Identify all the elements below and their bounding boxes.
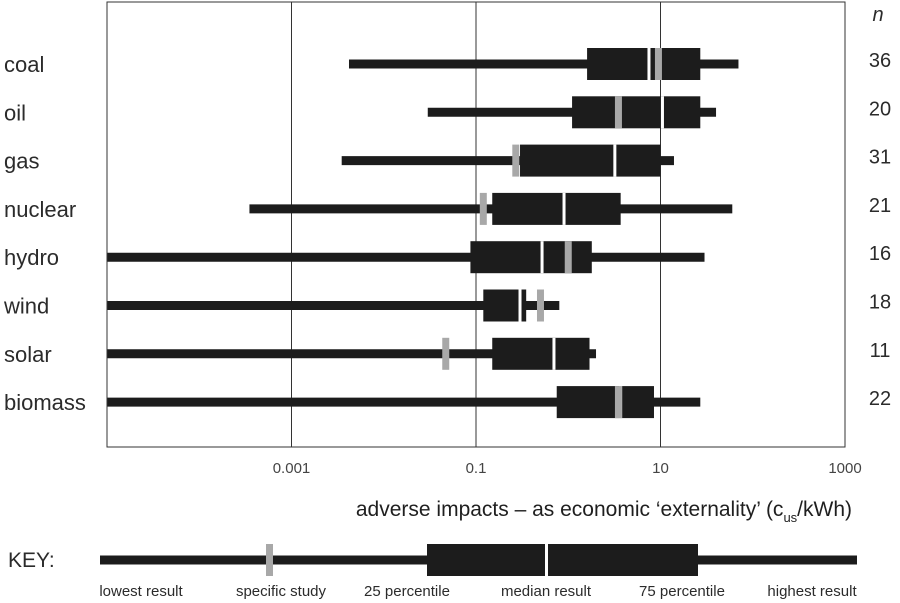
iqr-box xyxy=(492,192,621,225)
study-marker xyxy=(614,386,622,419)
x-axis-title-sub: us xyxy=(783,510,797,525)
median-line xyxy=(647,48,651,80)
box-hydro xyxy=(107,241,705,274)
x-axis-title-main: adverse impacts – as economic ‘externali… xyxy=(356,498,784,521)
iqr-box xyxy=(572,96,701,129)
category-label: hydro xyxy=(4,245,59,270)
key-label: specific study xyxy=(236,583,327,600)
key-box xyxy=(427,544,698,576)
box-biomass xyxy=(107,386,701,419)
iqr-box xyxy=(520,144,661,177)
iqr-box xyxy=(556,386,654,419)
box-wind xyxy=(107,289,560,322)
x-tick-labels: 0.001 0.1 10 1000 xyxy=(273,460,862,477)
plot-frame xyxy=(106,1,846,448)
study-marker xyxy=(614,96,622,129)
n-label: 22 xyxy=(869,388,891,410)
category-label: coal xyxy=(4,52,44,77)
study-marker xyxy=(564,241,572,274)
n-label: 36 xyxy=(869,50,891,72)
key-label: 75 percentile xyxy=(639,583,725,600)
category-label: gas xyxy=(4,149,39,174)
x-axis-title: adverse impacts – as economic ‘externali… xyxy=(356,498,852,525)
median-line xyxy=(518,289,522,322)
median-line xyxy=(660,96,664,129)
category-label: nuclear xyxy=(4,197,76,222)
key-label: median result xyxy=(501,583,592,600)
n-label: 21 xyxy=(869,195,891,217)
key-study-marker xyxy=(266,544,273,576)
box-solar xyxy=(107,337,597,370)
x-axis-title-end: /kWh) xyxy=(797,498,852,521)
median-line xyxy=(562,192,566,225)
category-label: solar xyxy=(4,342,52,367)
median-line xyxy=(540,241,544,274)
study-marker xyxy=(512,144,520,177)
category-labels: coal oil gas nuclear hydro wind solar biomass xyxy=(3,52,86,415)
category-label: biomass xyxy=(4,390,86,415)
n-labels: 36 20 31 21 16 18 11 22 xyxy=(869,50,891,410)
n-label: 18 xyxy=(869,292,891,314)
n-label: 11 xyxy=(870,340,891,362)
median-line xyxy=(613,144,617,177)
key-labels: lowest result specific study 25 percentile… xyxy=(99,583,857,600)
study-marker xyxy=(654,48,662,80)
box-gas xyxy=(341,144,674,177)
box-nuclear xyxy=(249,192,733,225)
category-label: wind xyxy=(3,294,49,319)
key-label: lowest result xyxy=(99,583,183,600)
median-line xyxy=(552,337,556,370)
iqr-box xyxy=(587,48,701,80)
x-tick-label: 10 xyxy=(652,460,669,477)
iqr-box xyxy=(492,337,590,370)
key-label: highest result xyxy=(767,583,857,600)
box-oil xyxy=(427,96,717,129)
box-series xyxy=(107,48,739,419)
key-title: KEY: xyxy=(8,549,55,572)
n-label: 20 xyxy=(869,98,891,120)
study-marker xyxy=(479,192,487,225)
n-label: 31 xyxy=(869,147,891,169)
x-tick-label: 1000 xyxy=(828,460,861,477)
key-median-line xyxy=(545,544,548,576)
x-tick-label: 0.001 xyxy=(273,460,311,477)
study-marker xyxy=(536,289,544,322)
study-marker xyxy=(442,337,450,370)
legend-key: KEY: lowest result specific study 25 perce… xyxy=(8,544,857,600)
n-label: 16 xyxy=(869,243,891,265)
key-label: 25 percentile xyxy=(364,583,450,600)
box-coal xyxy=(348,48,739,80)
x-tick-label: 0.1 xyxy=(466,460,487,477)
category-label: oil xyxy=(4,100,26,125)
iqr-box xyxy=(470,241,592,274)
n-header: n xyxy=(872,4,883,26)
